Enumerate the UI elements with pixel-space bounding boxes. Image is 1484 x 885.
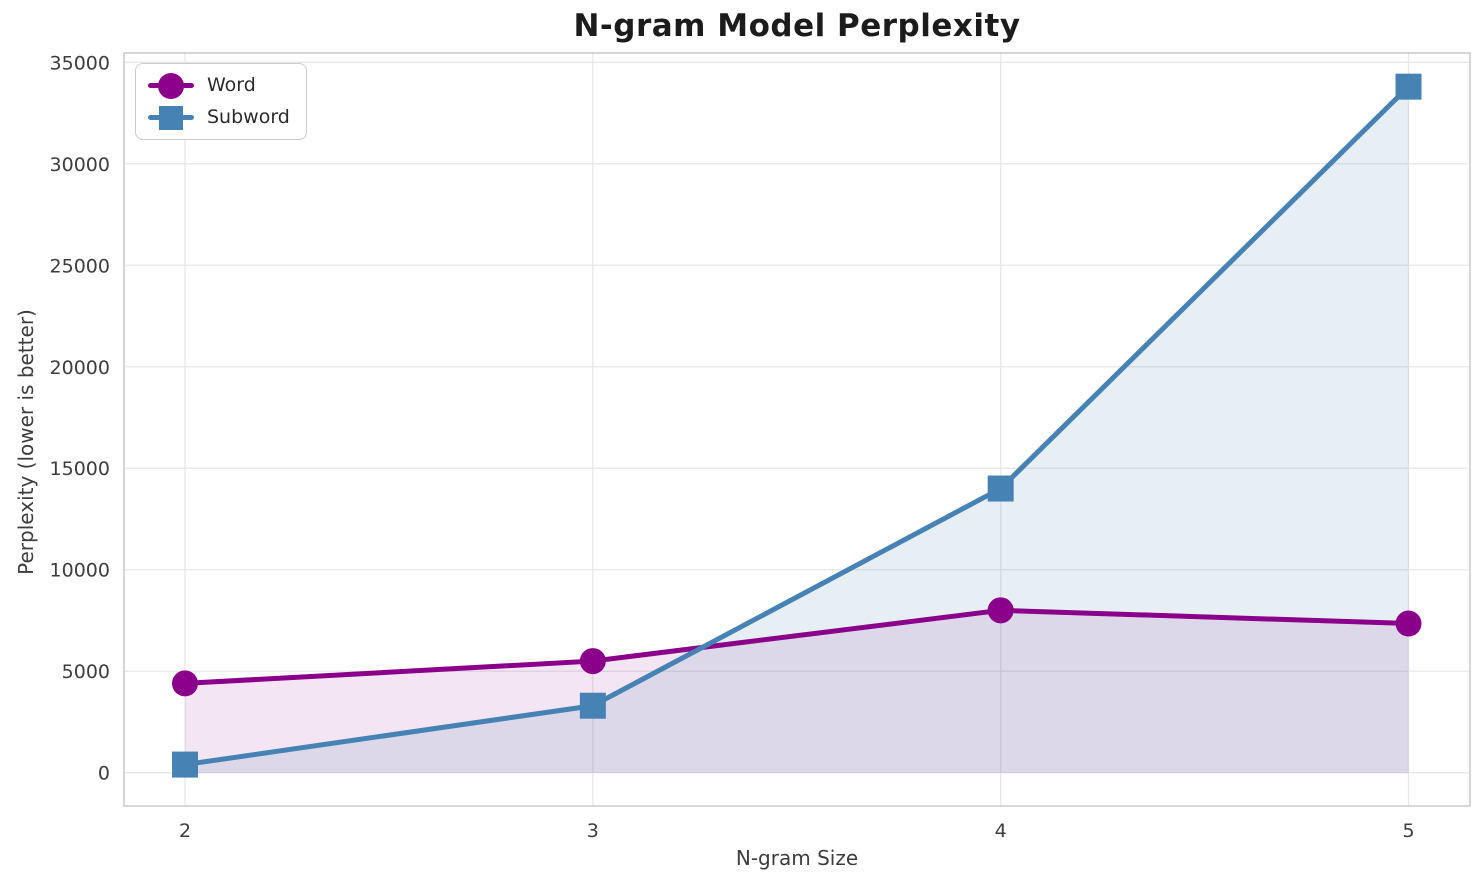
y-tick-label: 35000 <box>50 52 110 74</box>
x-tick-label: 5 <box>1402 820 1414 842</box>
axes-spines <box>123 52 1471 807</box>
y-tick-label: 5000 <box>62 661 110 683</box>
legend-item-word: Word <box>148 72 290 99</box>
y-tick-label: 30000 <box>50 154 110 176</box>
y-tick-label: 20000 <box>50 357 110 379</box>
legend-item-label: Subword <box>207 106 290 128</box>
legend-item-subword: Subword <box>148 104 290 131</box>
series-line-word <box>182 607 1411 686</box>
x-axis-label: N-gram Size <box>735 846 859 870</box>
subword-square-marker-icon <box>148 105 194 131</box>
data-point-word <box>1395 610 1422 637</box>
data-point-word <box>579 648 606 675</box>
data-point-word <box>987 597 1014 624</box>
series-markers <box>172 73 1422 778</box>
series-area-subword <box>185 86 1409 773</box>
chart-title: N-gram Model Perplexity <box>573 8 1021 44</box>
series-line-subword <box>182 84 1411 768</box>
y-tick-labels: 0 5000 10000 15000 20000 25000 30000 35000 <box>50 52 110 784</box>
x-tick-label: 2 <box>179 820 191 842</box>
series-areas <box>185 86 1409 773</box>
y-tick-label: 0 <box>98 763 110 785</box>
data-point-word <box>172 670 198 697</box>
x-tick-label: 3 <box>587 820 599 842</box>
y-tick-label: 15000 <box>50 458 110 480</box>
x-tick-label: 4 <box>995 820 1007 842</box>
data-point-subword <box>579 692 606 719</box>
gridlines <box>124 53 1470 806</box>
data-point-subword <box>1395 73 1422 100</box>
plot-border <box>123 52 1471 807</box>
series-lines <box>182 84 1411 768</box>
series-area-word <box>185 610 1409 773</box>
x-tick-labels: 2 3 4 5 <box>179 820 1415 842</box>
y-tick-label: 10000 <box>50 560 110 582</box>
data-point-subword <box>172 751 198 778</box>
y-tick-label: 25000 <box>50 255 110 277</box>
legend: Word Subword <box>135 63 307 140</box>
y-axis-label: Perplexity (lower is better) <box>14 309 38 575</box>
word-circle-marker-icon <box>148 72 194 99</box>
legend-item-label: Word <box>207 74 256 96</box>
data-point-subword <box>987 475 1014 502</box>
